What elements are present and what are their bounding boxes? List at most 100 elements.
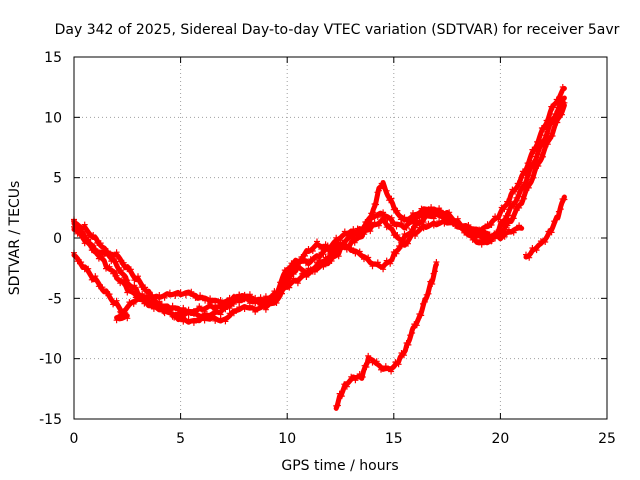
- data-point-marker: [504, 222, 511, 229]
- data-point-marker: [318, 261, 325, 268]
- data-point-marker: [164, 306, 171, 313]
- data-point-marker: [217, 300, 224, 307]
- y-tick-label: -5: [48, 291, 62, 307]
- data-point-marker: [156, 292, 163, 298]
- data-point-marker: [421, 298, 428, 305]
- data-point-marker: [156, 298, 163, 305]
- data-point-marker: [425, 290, 432, 297]
- data-point-marker: [188, 288, 195, 295]
- data-point-marker: [432, 268, 438, 275]
- data-point-marker: [106, 263, 113, 270]
- data-point-marker: [139, 290, 146, 297]
- data-point-marker: [152, 301, 159, 308]
- data-point-marker: [236, 299, 243, 306]
- data-point-marker: [403, 224, 410, 231]
- data-point-marker: [283, 275, 289, 282]
- data-point-marker: [201, 317, 208, 324]
- data-point-marker: [131, 282, 138, 289]
- data-point-marker: [108, 253, 115, 260]
- data-point-marker: [169, 313, 176, 320]
- data-point-marker: [311, 256, 318, 263]
- data-point-marker: [201, 308, 208, 315]
- data-point-marker: [523, 251, 529, 258]
- data-point-marker: [365, 352, 372, 359]
- data-point-marker: [413, 322, 420, 329]
- data-point-marker: [531, 148, 538, 155]
- data-point-marker: [513, 194, 520, 201]
- data-point-marker: [314, 259, 320, 266]
- data-point-marker: [380, 266, 387, 273]
- data-point-marker: [131, 277, 138, 284]
- data-point-marker: [356, 248, 363, 255]
- data-point-marker: [206, 315, 213, 321]
- data-point-marker: [468, 232, 475, 238]
- data-point-marker: [174, 309, 181, 316]
- data-point-marker: [484, 233, 491, 240]
- data-point-marker: [526, 254, 533, 261]
- data-point-marker: [217, 311, 224, 318]
- data-point-marker: [393, 223, 400, 230]
- data-point-marker: [354, 234, 361, 241]
- data-point-marker: [554, 119, 561, 126]
- data-point-marker: [505, 226, 512, 233]
- data-point-marker: [398, 220, 405, 227]
- data-point-marker: [362, 219, 369, 225]
- data-point-marker: [230, 301, 237, 307]
- data-point-marker: [127, 285, 134, 292]
- data-point-marker: [525, 172, 532, 179]
- data-point-marker: [425, 220, 432, 227]
- data-point-marker: [418, 312, 425, 319]
- data-point-marker: [425, 206, 432, 213]
- data-point-marker: [473, 230, 480, 237]
- data-point-marker: [535, 151, 542, 158]
- data-point-marker: [113, 297, 120, 304]
- data-point-marker: [309, 268, 316, 275]
- data-point-marker: [298, 254, 305, 260]
- y-tick-label: 5: [53, 171, 62, 187]
- data-point-marker: [190, 319, 197, 326]
- data-point-marker: [514, 180, 521, 187]
- data-point-marker: [118, 267, 125, 274]
- data-point-marker: [305, 265, 312, 272]
- y-axis-label: SDTVAR / TECUs: [7, 181, 23, 296]
- data-point-marker: [294, 280, 301, 287]
- data-point-marker: [529, 245, 536, 251]
- data-point-marker: [150, 305, 157, 312]
- data-point-marker: [561, 196, 568, 203]
- data-point-marker: [145, 290, 152, 297]
- data-point-marker: [241, 295, 248, 302]
- data-point-marker: [383, 257, 390, 264]
- data-point-marker: [190, 310, 197, 317]
- data-point-marker: [196, 303, 203, 310]
- data-point-marker: [348, 245, 355, 251]
- data-point-marker: [401, 231, 408, 237]
- data-point-marker: [226, 296, 233, 303]
- data-point-marker: [373, 358, 380, 365]
- data-point-marker: [352, 250, 359, 257]
- data-point-marker: [429, 281, 436, 287]
- data-point-marker: [384, 216, 391, 223]
- data-point-marker: [356, 371, 363, 377]
- data-point-marker: [410, 210, 416, 216]
- y-tick-label: -15: [39, 412, 62, 428]
- data-point-marker: [333, 234, 340, 241]
- data-point-marker: [302, 252, 308, 259]
- data-point-marker: [99, 284, 106, 291]
- data-point-marker: [516, 204, 523, 211]
- data-point-marker: [388, 195, 395, 202]
- data-point-marker: [290, 271, 297, 278]
- data-point-marker: [559, 84, 566, 90]
- data-point-marker: [521, 195, 528, 202]
- data-point-marker: [430, 211, 437, 218]
- data-point-marker: [90, 232, 97, 238]
- data-point-marker: [341, 228, 348, 235]
- data-point-marker: [383, 187, 390, 194]
- data-point-marker: [553, 96, 560, 103]
- data-point-marker: [436, 205, 443, 212]
- data-point-marker: [430, 222, 437, 229]
- data-point-marker: [180, 304, 187, 311]
- data-point-marker: [120, 259, 127, 266]
- data-point-marker: [246, 291, 253, 298]
- data-point-marker: [392, 359, 399, 366]
- data-point-marker: [142, 284, 149, 291]
